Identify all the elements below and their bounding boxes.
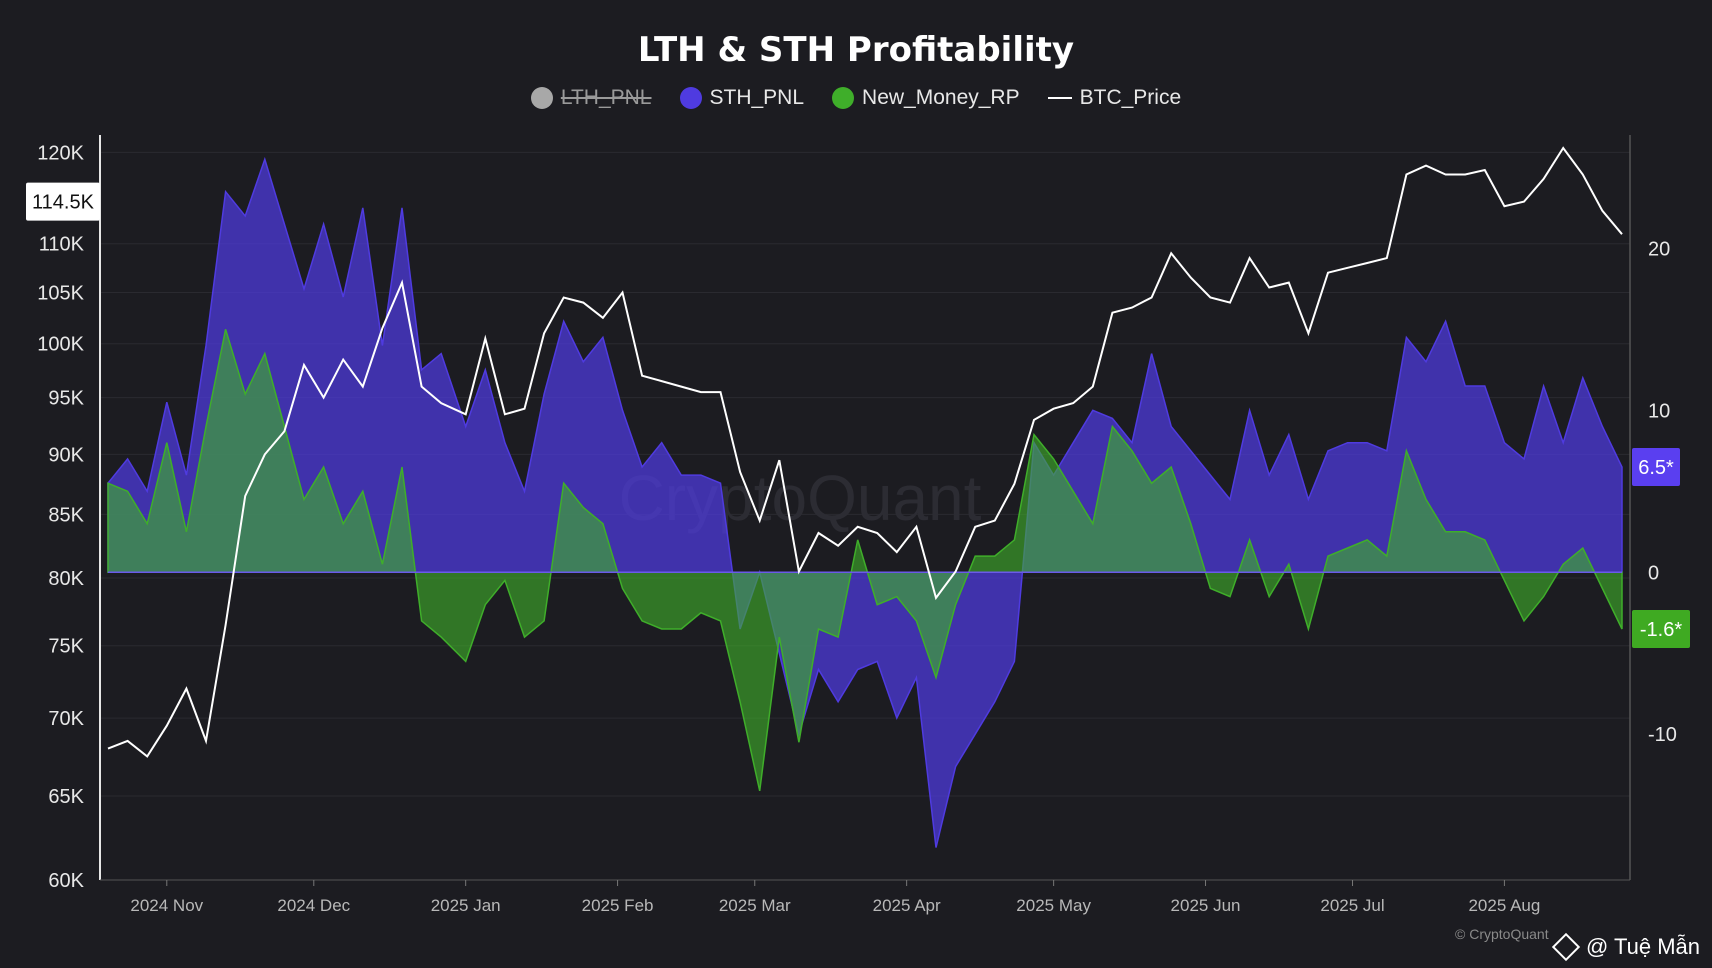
- legend-label: New_Money_RP: [862, 86, 1020, 109]
- author-credit: @ Tuệ Mẫn: [1551, 932, 1700, 962]
- right-tick-label: 0: [1648, 562, 1659, 584]
- legend-dot-icon: [530, 87, 553, 109]
- legend-item-sth-pnl[interactable]: STH_PNL: [679, 86, 805, 110]
- line-series: [107, 146, 1623, 758]
- chart-legend: LTH_PNL STH_PNL New_Money_RP BTC_Price: [0, 86, 1712, 110]
- left-tick-label: 90K: [48, 444, 84, 466]
- left-tick-label: 95K: [48, 388, 84, 410]
- x-tick-label: 2024 Dec: [277, 896, 350, 915]
- area-new-money-rp: [107, 329, 1623, 792]
- x-tick-label: 2024 Nov: [130, 896, 203, 915]
- left-tick-label: 70K: [48, 708, 84, 730]
- author-credit-text: @ Tuệ Mẫn: [1585, 934, 1700, 959]
- x-tick-label: 2025 Apr: [873, 896, 941, 915]
- legend-label: LTH_PNL: [560, 86, 652, 109]
- right-tick-label: 20: [1648, 238, 1670, 260]
- left-tick-label: 100K: [37, 334, 84, 356]
- right-tick-label: 10: [1648, 400, 1670, 422]
- sth-current-badge-bg: [1632, 448, 1680, 487]
- right-tick-label: -10: [1648, 724, 1677, 746]
- value-badges: 114.5K 6.5* -1.6*: [26, 182, 1690, 648]
- legend-label: BTC_Price: [1079, 86, 1182, 109]
- left-tick-label: 60K: [48, 870, 84, 892]
- legend-dot-icon: [832, 87, 855, 109]
- left-tick-label: 105K: [37, 283, 84, 305]
- left-tick-label: 110K: [39, 234, 85, 256]
- legend-item-btc-price[interactable]: BTC_Price: [1047, 86, 1182, 110]
- x-tick-label: 2025 May: [1016, 896, 1091, 915]
- left-tick-label: 85K: [48, 504, 84, 526]
- legend-label: STH_PNL: [709, 86, 805, 109]
- legend-line-icon: [1047, 97, 1072, 99]
- chart-title: LTH & STH Profitability: [637, 30, 1075, 70]
- legend-item-new-money-rp[interactable]: New_Money_RP: [832, 86, 1020, 110]
- left-tick-label: 65K: [48, 786, 84, 808]
- line-btc-price: [107, 146, 1623, 758]
- x-tick-label: 2025 Jun: [1171, 896, 1241, 915]
- left-tick-label: 120K: [37, 142, 84, 164]
- x-tick-label: 2025 Jan: [431, 896, 501, 915]
- left-tick-label: 75K: [48, 636, 84, 658]
- legend-item-lth-pnl[interactable]: LTH_PNL: [530, 86, 652, 110]
- rp-current-badge: -1.6*: [1640, 619, 1682, 641]
- x-tick-label: 2025 Mar: [719, 896, 791, 915]
- sth-current-badge: 6.5*: [1638, 457, 1674, 479]
- x-tick-label: 2025 Jul: [1320, 896, 1384, 915]
- axes: 120K 110K 105K 100K 95K 90K 85K 80K 75K 70K 65K 60K…: [37, 135, 1677, 915]
- x-tick-label: 2025 Feb: [582, 896, 654, 915]
- price-current-badge-bg: [26, 182, 100, 221]
- legend-dot-icon: [679, 87, 702, 109]
- x-tick-label: 2025 Aug: [1468, 896, 1540, 915]
- source-credit: © CryptoQuant: [1455, 926, 1549, 942]
- area-sth-pnl: [107, 156, 1623, 848]
- price-current-badge: 114.5K: [32, 192, 95, 214]
- area-series: [107, 156, 1623, 848]
- binance-icon: [1551, 932, 1581, 962]
- left-tick-label: 80K: [48, 568, 84, 590]
- rp-current-badge-bg: [1632, 609, 1690, 648]
